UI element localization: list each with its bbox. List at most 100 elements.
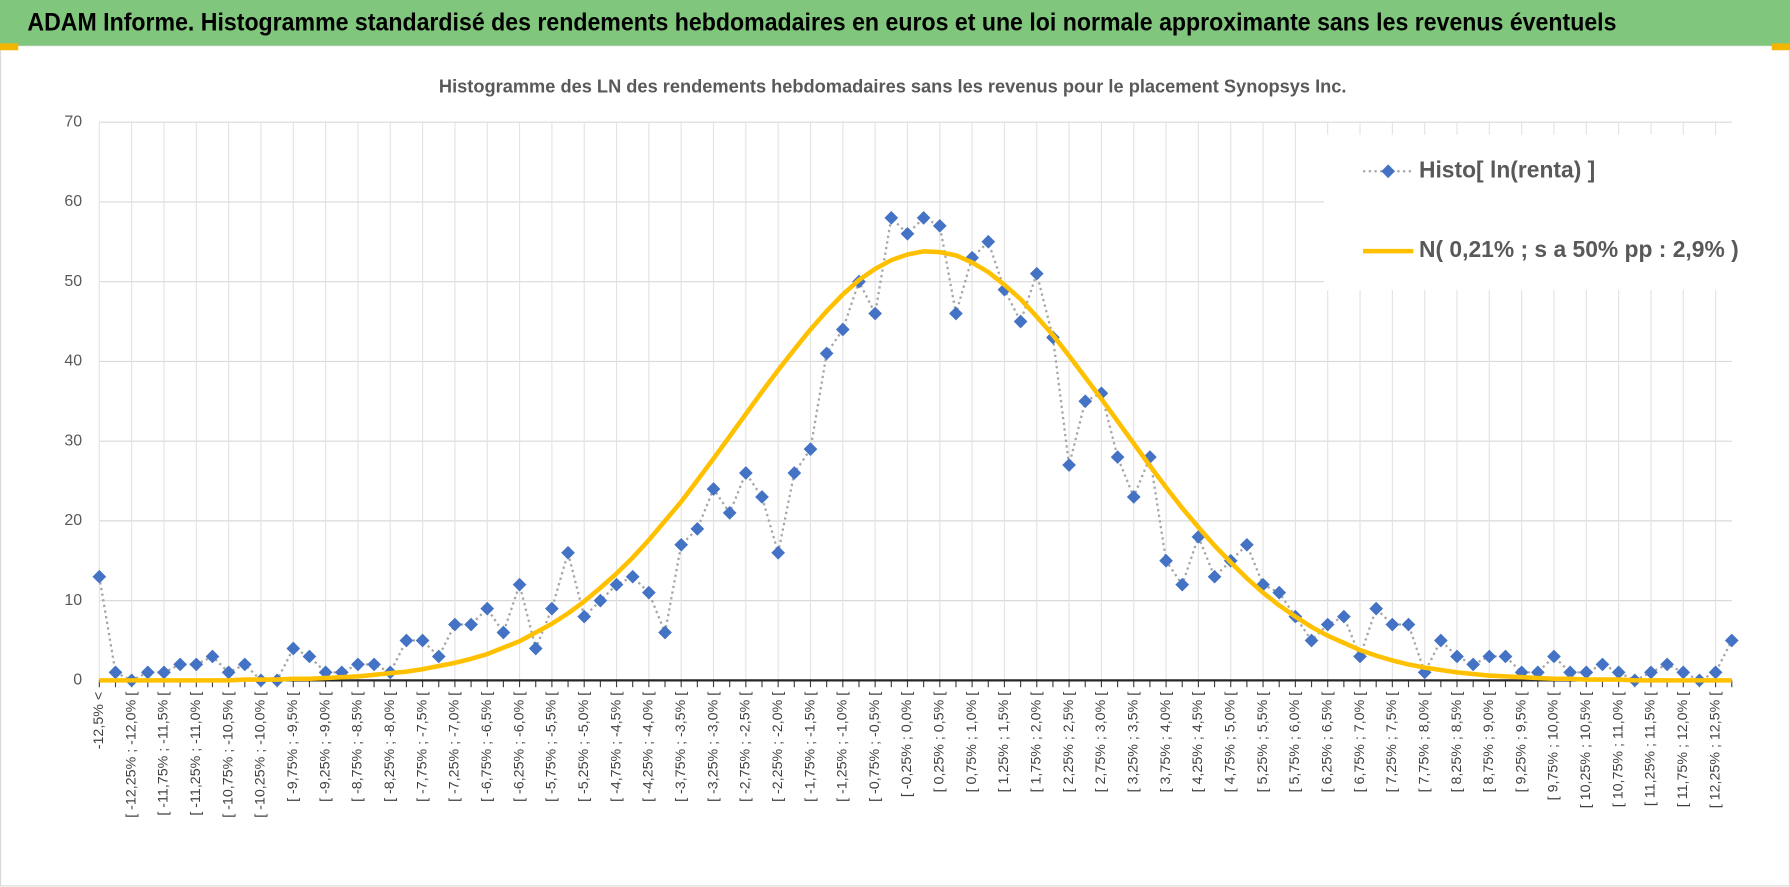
- legend-box: [1324, 134, 1738, 290]
- marker: [932, 218, 947, 233]
- marker: [1078, 394, 1093, 409]
- x-tick-label: [ 6,25% ; 6,5% [: [1319, 692, 1335, 793]
- x-tick-label: [ -3,25% ; -3,0% [: [705, 692, 721, 802]
- x-tick-label: [ -0,75% ; -0,5% [: [867, 692, 883, 802]
- marker: [1110, 450, 1125, 464]
- corner: [0, 43, 19, 51]
- marker: [787, 466, 802, 480]
- marker: [1385, 617, 1400, 632]
- x-tick-label: [ 8,25% ; 8,5% [: [1449, 692, 1465, 793]
- x-tick-label: [ -1,75% ; -1,5% [: [802, 692, 818, 802]
- x-tick-label: [ 0,25% ; 0,5% [: [932, 692, 948, 793]
- marker: [1611, 665, 1626, 680]
- x-tick-label: [ -5,25% ; -5,0% [: [576, 692, 592, 802]
- y-tick-label: 10: [64, 592, 82, 609]
- marker: [803, 442, 818, 456]
- x-tick-label: [ -10,75% ; -10,5% [: [220, 692, 236, 818]
- x-tick-label: [ -1,25% ; -1,0% [: [835, 692, 851, 802]
- x-tick-label: [ 4,25% ; 4,5% [: [1190, 692, 1206, 793]
- marker: [1062, 458, 1076, 472]
- y-tick-label: 60: [64, 193, 82, 210]
- x-tick-label: [ 1,25% ; 1,5% [: [996, 692, 1012, 793]
- x-tick-label: [ 3,75% ; 4,0% [: [1158, 692, 1174, 793]
- x-tick-label: [ 0,75% ; 1,0% [: [964, 692, 980, 793]
- x-tick-label: [ -11,75% ; -11,5% [: [156, 692, 172, 816]
- marker: [448, 617, 462, 632]
- corner: [1771, 43, 1790, 51]
- x-tick-label: [ -5,75% ; -5,5% [: [544, 692, 560, 802]
- marker: [706, 482, 721, 496]
- chart-title: Histogramme des LN des rendements hebdom…: [439, 76, 1347, 97]
- legend-label: N( 0,21% ; s a 50% pp : 2,9% ): [1419, 236, 1739, 262]
- x-tick-label: [ 4,75% ; 5,0% [: [1222, 692, 1238, 793]
- x-tick-label: [ 11,75% ; 12,0% [: [1675, 692, 1691, 807]
- y-tick-label: 50: [64, 273, 82, 290]
- x-tick-label: [ -2,25% ; -2,0% [: [770, 692, 786, 802]
- x-tick-label: [ 11,25% ; 11,5% [: [1643, 692, 1659, 806]
- marker: [755, 490, 769, 504]
- x-tick-label: -12,5% <: [91, 692, 107, 749]
- legend-label: Histo[ ln(renta) ]: [1419, 156, 1595, 182]
- x-tick-label: [ -8,75% ; -8,5% [: [350, 692, 366, 802]
- x-tick-label: [ 8,75% ; 9,0% [: [1481, 692, 1497, 793]
- x-tick-label: [ 3,25% ; 3,5% [: [1126, 692, 1142, 793]
- x-tick-label: [ -2,75% ; -2,5% [: [738, 692, 754, 802]
- x-tick-label: [ -9,75% ; -9,5% [: [285, 692, 301, 802]
- header-title: ADAM Informe. Histogramme standardisé de…: [27, 9, 1616, 37]
- marker: [1563, 665, 1577, 680]
- series-line: [99, 249, 1732, 683]
- marker: [286, 641, 301, 656]
- marker: [965, 250, 979, 265]
- y-tick-label: 30: [64, 432, 82, 449]
- marker: [108, 665, 123, 680]
- marker: [981, 234, 996, 249]
- y-tick-label: 0: [73, 672, 82, 689]
- marker: [1272, 585, 1287, 600]
- x-tick-label: [ -7,75% ; -7,5% [: [414, 692, 430, 802]
- marker: [900, 226, 915, 241]
- marker: [561, 545, 575, 560]
- x-tick-label: [ 6,75% ; 7,0% [: [1352, 692, 1368, 793]
- x-tick-label: [ -6,25% ; -6,0% [: [511, 692, 527, 802]
- y-tick-label: 40: [64, 353, 82, 370]
- marker: [140, 665, 155, 680]
- x-tick-label: [ 2,25% ; 2,5% [: [1061, 692, 1077, 793]
- x-tick-label: [ -9,25% ; -9,0% [: [317, 692, 333, 802]
- x-tick-label: [ 7,75% ; 8,0% [: [1416, 692, 1432, 793]
- marker: [1579, 665, 1594, 680]
- marker: [221, 665, 236, 680]
- x-tick-label: [ 2,75% ; 3,0% [: [1093, 692, 1109, 793]
- x-tick-label: [ 10,25% ; 10,5% [: [1578, 692, 1594, 808]
- x-tick-label: [ -7,25% ; -7,0% [: [447, 692, 463, 802]
- y-tick-label: 70: [64, 113, 82, 130]
- x-tick-label: [ 12,25% ; 12,5% [: [1707, 692, 1723, 808]
- marker: [496, 625, 511, 640]
- x-tick-label: [ -4,25% ; -4,0% [: [641, 692, 657, 802]
- marker: [1644, 665, 1658, 680]
- x-tick-label: [ 5,75% ; 6,0% [: [1287, 692, 1303, 793]
- marker: [464, 617, 478, 632]
- x-tick-label: [ -10,25% ; -10,0% [: [253, 692, 269, 818]
- marker: [1676, 665, 1691, 680]
- legend: Histo[ ln(renta) ] N( 0,21% ; s a 50% pp …: [1324, 134, 1739, 290]
- x-tick-label: [ 1,75% ; 2,0% [: [1029, 692, 1045, 793]
- x-tick-label: [ -3,75% ; -3,5% [: [673, 692, 689, 802]
- marker: [593, 593, 608, 608]
- marker: [949, 306, 963, 321]
- marker: [835, 322, 850, 337]
- x-tick-label: [ 7,25% ; 7,5% [: [1384, 692, 1400, 793]
- marker: [157, 665, 171, 680]
- x-tick-label: [ 9,75% ; 10,0% [: [1546, 692, 1562, 801]
- marker: [819, 346, 834, 361]
- x-tick-label: [ -0,25% ; 0,0% [: [899, 692, 915, 797]
- x-tick-label: [ -11,25% ; -11,0% [: [188, 692, 204, 816]
- x-tick-label: [ -12,25% ; -12,0% [: [123, 692, 139, 818]
- x-tick-label: [ 9,25% ; 9,5% [: [1513, 692, 1529, 793]
- x-tick-label: [ -4,75% ; -4,5% [: [608, 692, 624, 802]
- marker: [1320, 617, 1335, 632]
- marker: [722, 506, 737, 520]
- y-tick-label: 20: [64, 512, 82, 529]
- header-bar: [0, 0, 1790, 46]
